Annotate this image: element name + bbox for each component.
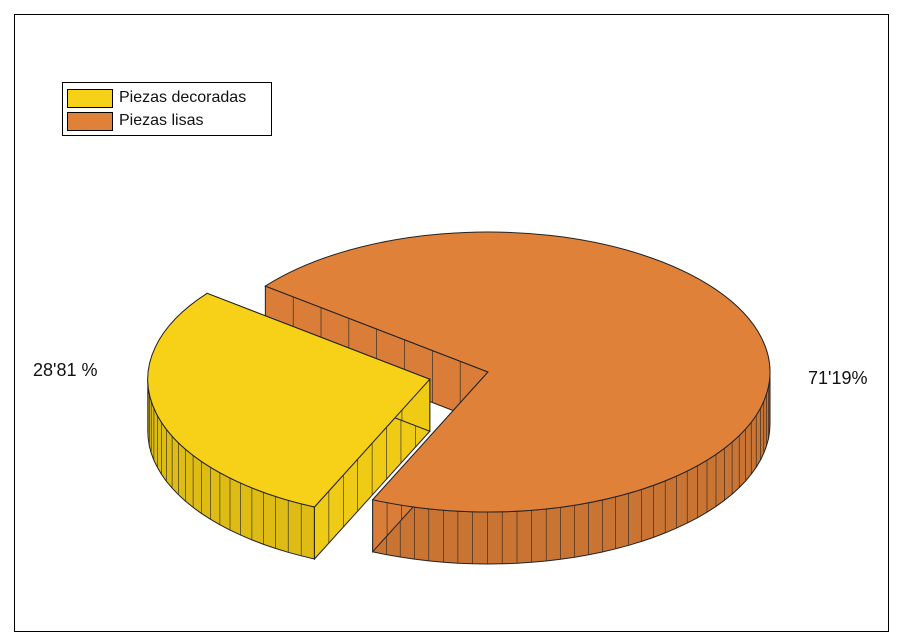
data-label-lisas: 71'19% — [808, 368, 868, 388]
legend-item-decoradas: Piezas decoradas — [67, 87, 246, 109]
legend-label-lisas: Piezas lisas — [119, 112, 204, 129]
pie-slice-piezas-lisas — [264, 231, 771, 513]
legend-swatch-decoradas — [67, 88, 113, 108]
legend-item-lisas: Piezas lisas — [67, 110, 203, 132]
data-label-decoradas: 28'81 % — [33, 360, 98, 380]
legend-swatch-lisas — [67, 111, 113, 131]
legend-label-decoradas: Piezas decoradas — [119, 89, 247, 106]
legend: Piezas decoradas Piezas lisas — [62, 82, 272, 136]
pie-slice-piezas-decoradas — [147, 292, 431, 508]
